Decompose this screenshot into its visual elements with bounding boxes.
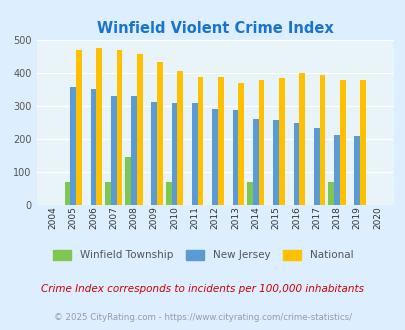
Bar <box>298 73 304 205</box>
Bar <box>111 96 116 205</box>
Bar <box>319 75 324 205</box>
Bar <box>278 78 284 205</box>
Bar <box>252 119 258 205</box>
Bar <box>192 103 197 205</box>
Bar <box>273 120 278 205</box>
Bar <box>171 103 177 205</box>
Bar <box>247 182 252 205</box>
Bar <box>293 123 298 205</box>
Bar <box>359 80 365 205</box>
Bar <box>217 77 223 205</box>
Bar <box>70 87 76 205</box>
Bar <box>212 109 217 205</box>
Bar <box>328 182 333 205</box>
Bar <box>76 50 81 205</box>
Legend: Winfield Township, New Jersey, National: Winfield Township, New Jersey, National <box>52 250 353 260</box>
Bar <box>339 80 345 205</box>
Bar <box>238 83 243 205</box>
Bar <box>105 182 111 205</box>
Bar <box>151 102 157 205</box>
Bar <box>197 77 203 205</box>
Bar <box>313 128 319 205</box>
Bar <box>96 48 102 205</box>
Bar <box>131 96 136 205</box>
Text: Crime Index corresponds to incidents per 100,000 inhabitants: Crime Index corresponds to incidents per… <box>41 284 364 294</box>
Bar <box>177 71 183 205</box>
Bar <box>116 50 122 205</box>
Bar <box>136 54 142 205</box>
Bar <box>125 157 131 205</box>
Bar <box>166 182 171 205</box>
Title: Winfield Violent Crime Index: Winfield Violent Crime Index <box>96 21 333 36</box>
Bar <box>258 80 264 205</box>
Bar <box>354 136 359 205</box>
Text: © 2025 CityRating.com - https://www.cityrating.com/crime-statistics/: © 2025 CityRating.com - https://www.city… <box>54 313 351 322</box>
Bar <box>90 89 96 205</box>
Bar <box>157 62 162 205</box>
Bar <box>333 135 339 205</box>
Bar <box>64 182 70 205</box>
Bar <box>232 110 238 205</box>
